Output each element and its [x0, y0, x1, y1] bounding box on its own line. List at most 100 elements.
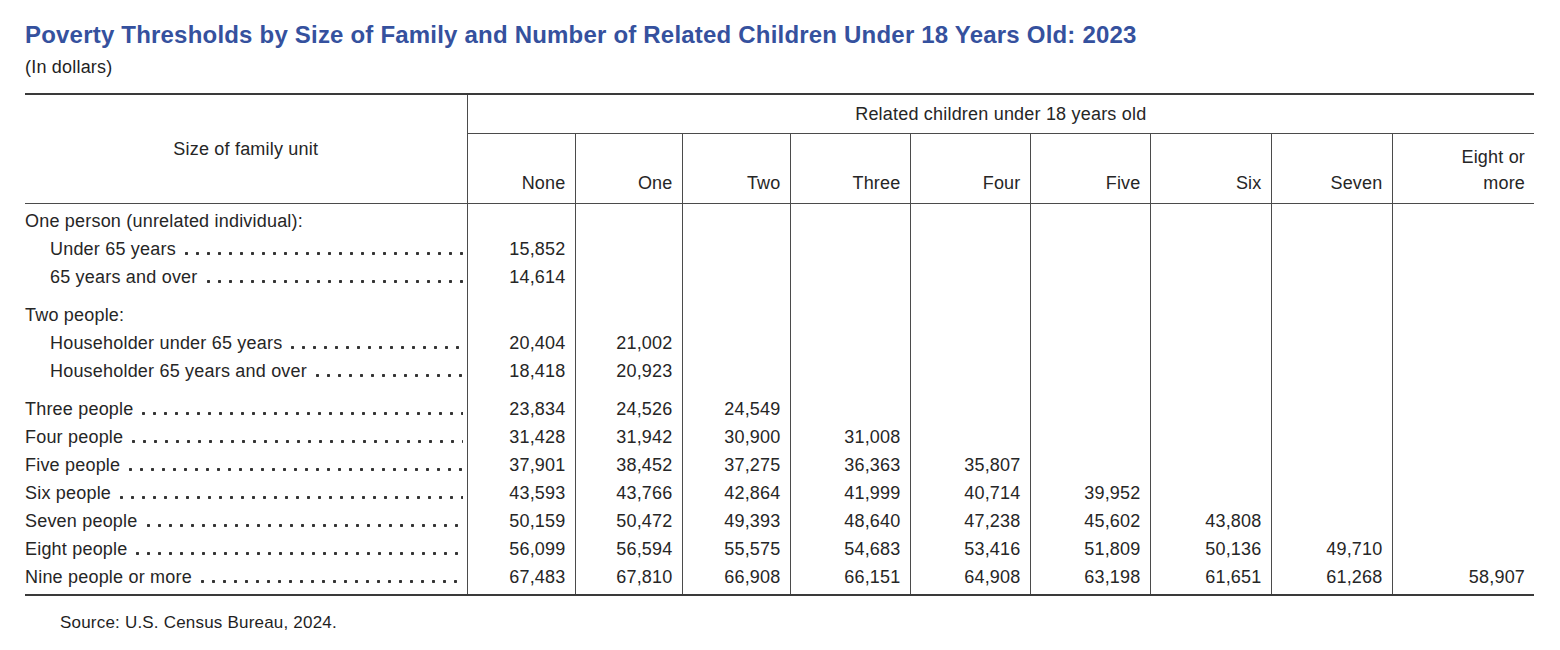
- data-cell: [1392, 385, 1534, 423]
- data-cell: [790, 204, 910, 236]
- data-cell: [1150, 263, 1271, 291]
- data-cell: 53,416: [910, 535, 1030, 563]
- data-cell: [790, 291, 910, 329]
- data-cell: 20,404: [467, 329, 575, 357]
- page-title: Poverty Thresholds by Size of Family and…: [25, 20, 1534, 50]
- data-cell: 49,710: [1271, 535, 1392, 563]
- data-cell: 55,575: [682, 535, 790, 563]
- data-cell: [1271, 507, 1392, 535]
- data-cell: 43,593: [467, 479, 575, 507]
- data-cell: 66,151: [790, 563, 910, 595]
- dot-leader: [128, 423, 462, 451]
- data-cell: 56,099: [467, 535, 575, 563]
- data-cell: [910, 204, 1030, 236]
- row-label-cell: Two people:: [25, 291, 467, 329]
- row-label: Seven people: [25, 507, 138, 535]
- column-header-none: None: [467, 134, 575, 204]
- row-label: Householder under 65 years: [50, 329, 282, 357]
- group-header-row: Size of family unit Related children und…: [25, 94, 1534, 134]
- data-cell: [910, 357, 1030, 385]
- data-cell: [1030, 357, 1150, 385]
- table-row: Two people:: [25, 291, 1534, 329]
- document-page: Poverty Thresholds by Size of Family and…: [0, 0, 1560, 650]
- row-label: One person (unrelated individual):: [25, 207, 303, 235]
- data-cell: [1150, 451, 1271, 479]
- data-cell: [1392, 423, 1534, 451]
- data-cell: [1271, 423, 1392, 451]
- data-cell: [467, 204, 575, 236]
- data-cell: [1150, 291, 1271, 329]
- data-cell: [1271, 357, 1392, 385]
- row-label-cell: 65 years and over: [25, 263, 467, 291]
- table-row: Three people23,83424,52624,549: [25, 385, 1534, 423]
- row-label-cell: Three people: [25, 385, 467, 423]
- data-cell: 37,275: [682, 451, 790, 479]
- data-cell: 50,472: [575, 507, 682, 535]
- column-header-six: Six: [1150, 134, 1271, 204]
- data-cell: 35,807: [910, 451, 1030, 479]
- data-cell: [1030, 451, 1150, 479]
- row-label-cell: Six people: [25, 479, 467, 507]
- data-cell: 39,952: [1030, 479, 1150, 507]
- data-cell: 42,864: [682, 479, 790, 507]
- poverty-thresholds-table: Size of family unit Related children und…: [25, 93, 1534, 596]
- data-cell: [1271, 263, 1392, 291]
- data-cell: 61,651: [1150, 563, 1271, 595]
- row-label-cell: Eight people: [25, 535, 467, 563]
- row-label: Three people: [25, 395, 133, 423]
- row-label: Eight people: [25, 535, 127, 563]
- data-cell: [1392, 535, 1534, 563]
- data-cell: [1030, 329, 1150, 357]
- data-cell: [1030, 291, 1150, 329]
- data-cell: [1392, 357, 1534, 385]
- data-cell: 58,907: [1392, 563, 1534, 595]
- data-cell: [1030, 263, 1150, 291]
- data-cell: 24,549: [682, 385, 790, 423]
- data-cell: 45,602: [1030, 507, 1150, 535]
- data-cell: [1392, 507, 1534, 535]
- data-cell: 24,526: [575, 385, 682, 423]
- data-cell: [575, 291, 682, 329]
- data-cell: [575, 204, 682, 236]
- data-cell: [682, 357, 790, 385]
- data-cell: 43,766: [575, 479, 682, 507]
- page-subtitle: (In dollars): [25, 54, 1534, 80]
- data-cell: [682, 291, 790, 329]
- table-body: One person (unrelated individual):Under …: [25, 204, 1534, 596]
- data-cell: 50,136: [1150, 535, 1271, 563]
- table-row: Seven people50,15950,47249,39348,64047,2…: [25, 507, 1534, 535]
- column-header-five: Five: [1030, 134, 1150, 204]
- data-cell: 38,452: [575, 451, 682, 479]
- data-cell: 67,810: [575, 563, 682, 595]
- row-label: Nine people or more: [25, 563, 192, 591]
- data-cell: [1392, 291, 1534, 329]
- data-cell: [1150, 329, 1271, 357]
- data-cell: 43,808: [1150, 507, 1271, 535]
- dot-leader: [197, 563, 463, 591]
- data-cell: [910, 423, 1030, 451]
- data-cell: [910, 291, 1030, 329]
- table-row: 65 years and over14,614: [25, 263, 1534, 291]
- data-cell: [467, 291, 575, 329]
- data-cell: [1271, 479, 1392, 507]
- data-cell: [575, 263, 682, 291]
- data-cell: [790, 235, 910, 263]
- data-cell: [910, 385, 1030, 423]
- data-cell: 61,268: [1271, 563, 1392, 595]
- table-row: Nine people or more67,48367,81066,90866,…: [25, 563, 1534, 595]
- data-cell: [1392, 263, 1534, 291]
- data-cell: [682, 329, 790, 357]
- dot-leader: [116, 479, 462, 507]
- data-cell: 40,714: [910, 479, 1030, 507]
- data-cell: [910, 329, 1030, 357]
- dot-leader: [125, 451, 462, 479]
- table-row: Under 65 years15,852: [25, 235, 1534, 263]
- row-label-cell: Nine people or more: [25, 563, 467, 595]
- table-row: Four people31,42831,94230,90031,008: [25, 423, 1534, 451]
- data-cell: [682, 204, 790, 236]
- data-cell: 18,418: [467, 357, 575, 385]
- row-label: Four people: [25, 423, 123, 451]
- table-row: One person (unrelated individual):: [25, 204, 1534, 236]
- row-label-cell: Householder 65 years and over: [25, 357, 467, 385]
- dot-leader: [287, 329, 462, 357]
